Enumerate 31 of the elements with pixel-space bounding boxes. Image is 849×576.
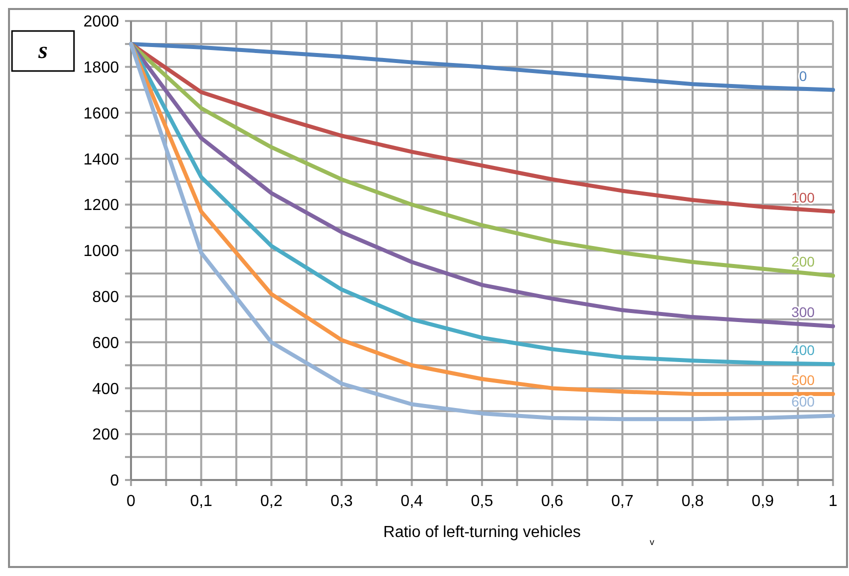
x-tick-label: 0,9 [752,493,774,510]
y-tick-label: 1000 [83,243,120,260]
text: v [650,537,655,547]
x-tick-label: 1 [828,493,838,510]
y-tick-label: 1400 [83,151,120,168]
x-tick-label: 0,4 [400,493,424,510]
y-tick-label: 200 [92,426,120,444]
y-tick-label: 1200 [83,197,120,214]
y-tick-label: 1800 [83,60,120,76]
y-tick-label: 0 [110,472,120,490]
series-label: 200 [791,254,815,270]
x-axis-title: Ratio of left-turning vehicles [383,524,581,541]
x-tick-label: 0,1 [190,493,212,510]
series-label: 100 [791,189,815,206]
y-tick-label: 600 [92,334,120,352]
y-axis-title: s [37,38,48,64]
y-tick-label: 1600 [83,105,120,122]
x-tick-label: 0,3 [330,493,353,510]
x-tick-label: 0,2 [260,493,283,510]
series-label: 400 [791,342,815,358]
series-label: 0 [799,68,808,84]
y-tick-label: 2000 [83,14,120,31]
x-tick-label: 0,7 [611,493,634,510]
y-tick-label: 400 [92,380,120,398]
x-tick-label: 0,8 [681,493,704,510]
series-label: 500 [791,372,815,388]
line-series [129,42,835,92]
x-tick-label: 0,5 [470,493,494,510]
x-tick-label: 0 [126,493,136,510]
y-tick-label: 800 [92,289,120,306]
x-tick-label: 0,6 [541,493,564,510]
